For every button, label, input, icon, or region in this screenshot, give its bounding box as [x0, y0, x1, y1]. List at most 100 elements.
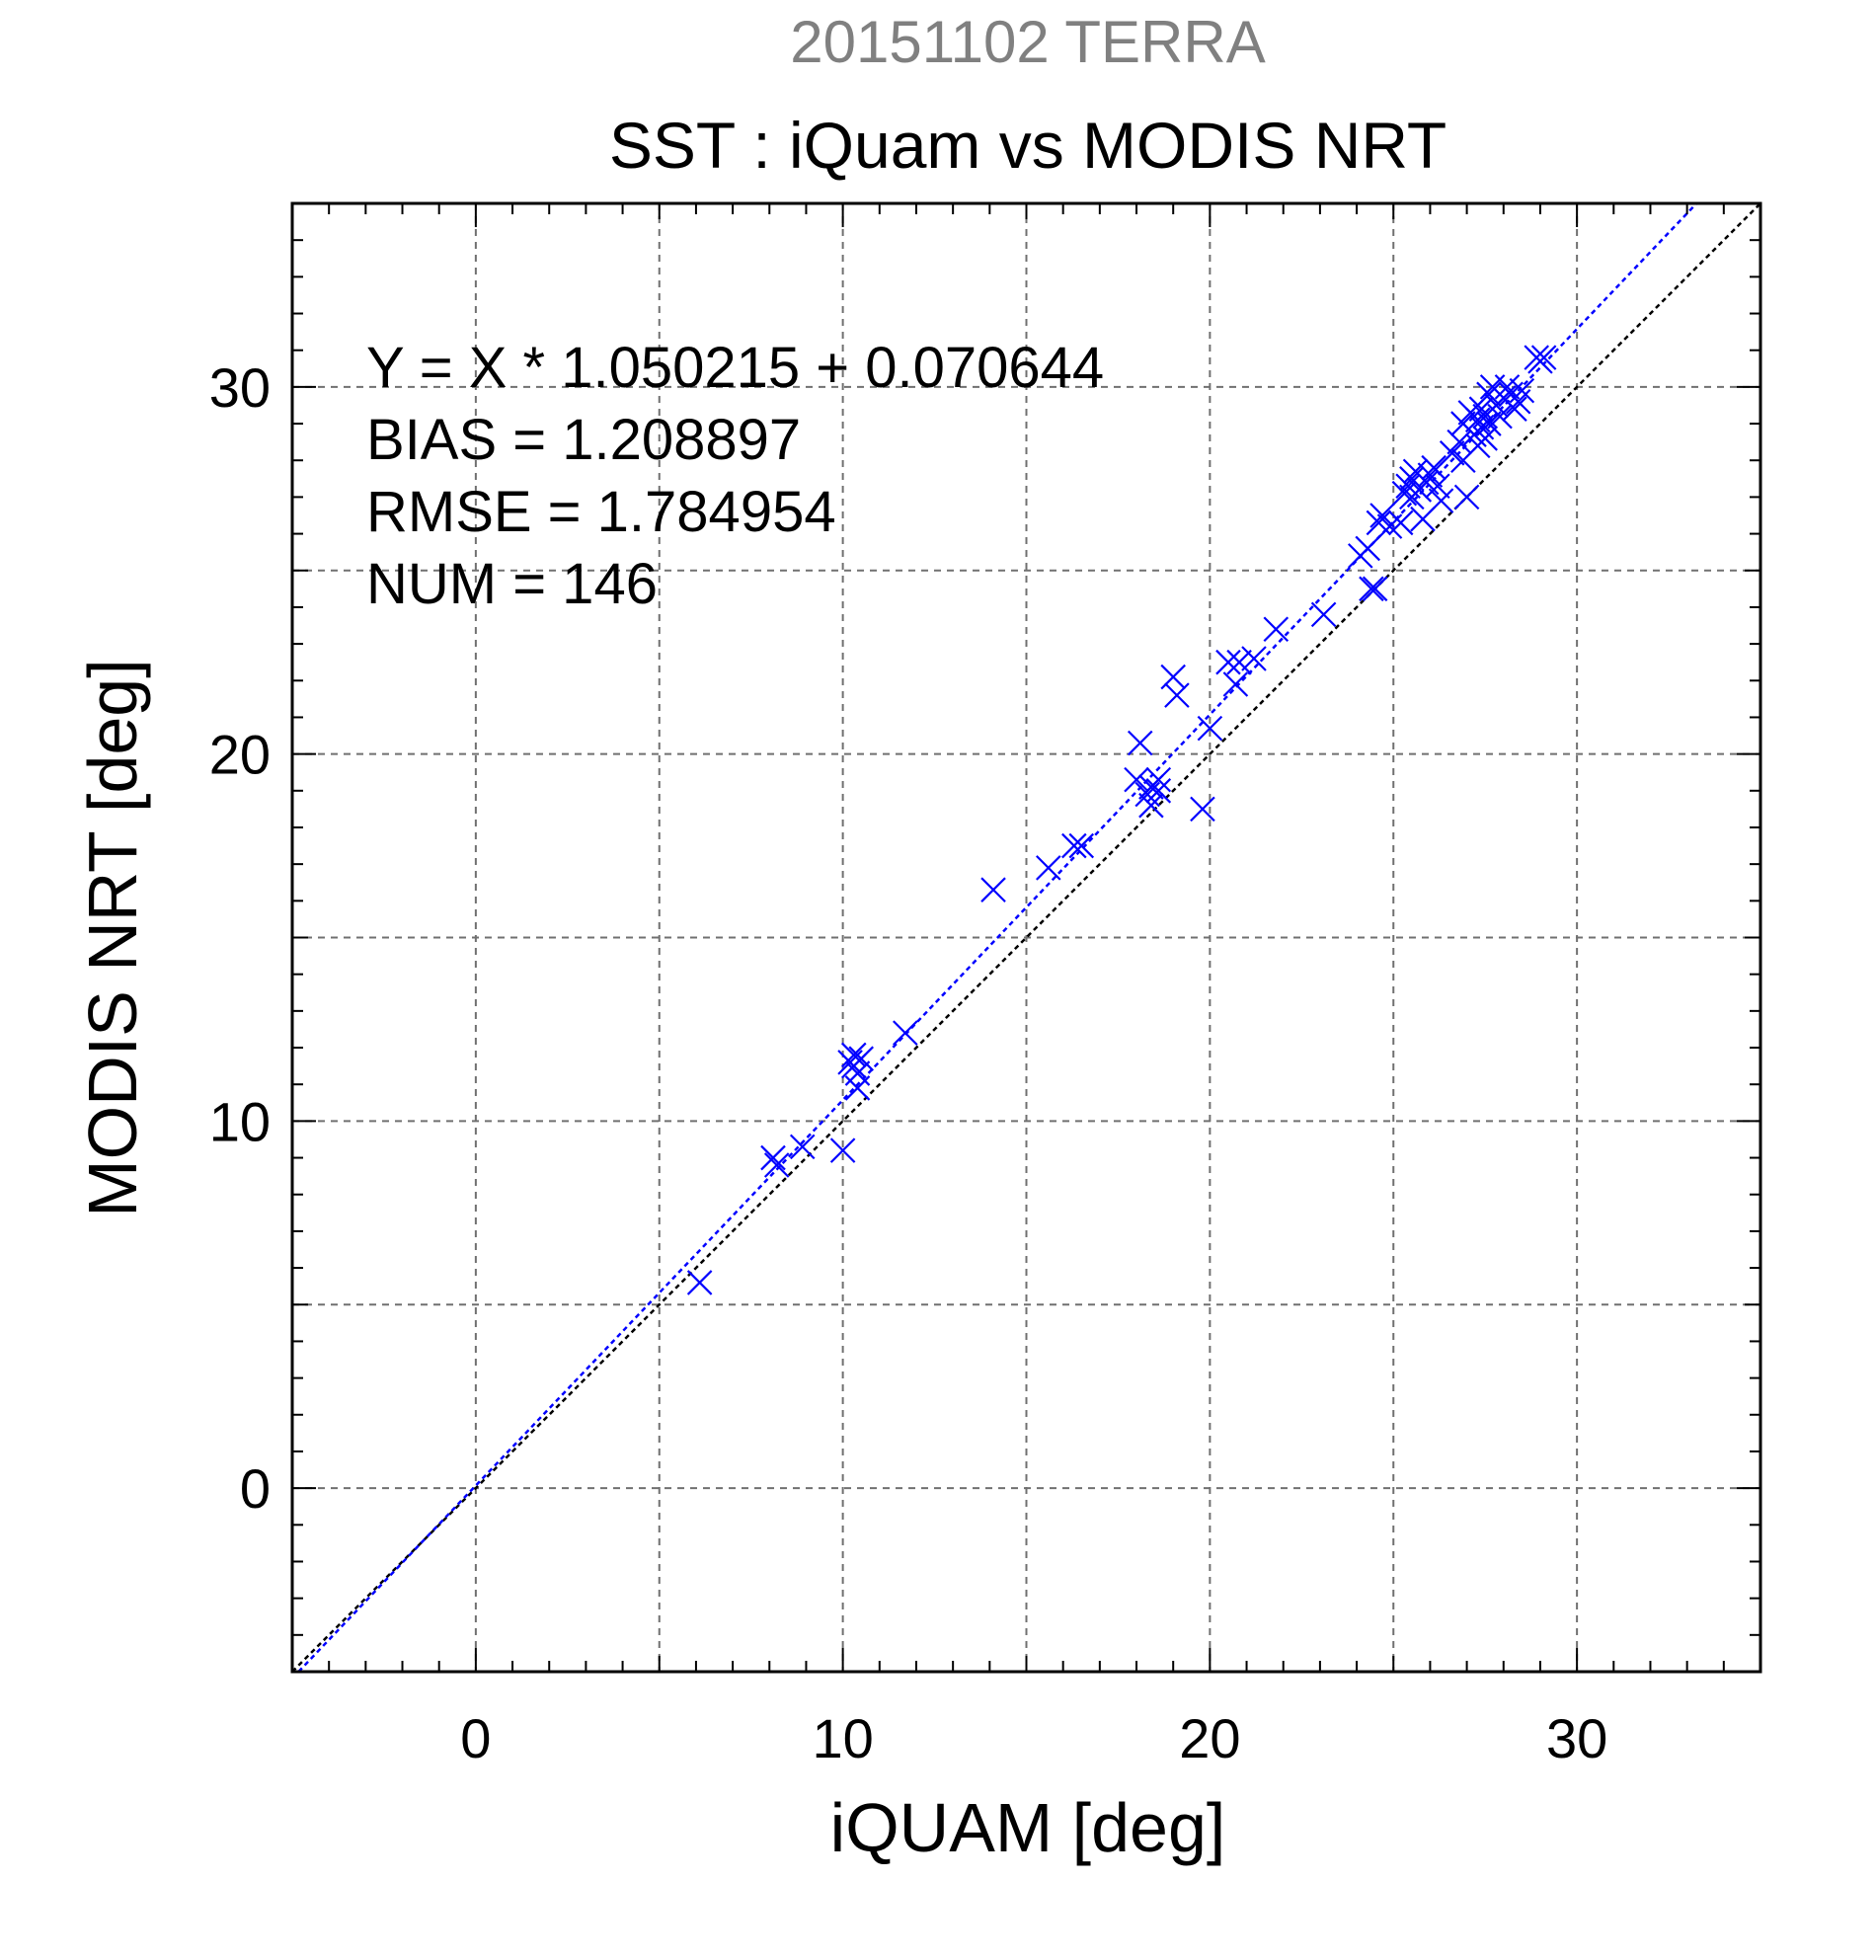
data-point [1068, 832, 1095, 859]
data-point-stroke [1355, 535, 1381, 562]
data-point-stroke [1164, 682, 1190, 708]
data-point-stroke [848, 1046, 874, 1071]
data-point [840, 1042, 867, 1068]
x-tick-label: 20 [1179, 1707, 1240, 1769]
data-point-stroke [1061, 832, 1087, 859]
reference-lines [291, 202, 1761, 1673]
annotation-line: NUM = 146 [366, 552, 658, 616]
data-point-stroke [1476, 411, 1502, 436]
data-point-stroke [1399, 466, 1425, 492]
data-point [1145, 766, 1172, 793]
x-tick-label: 0 [460, 1707, 491, 1769]
data-point-stroke [789, 1134, 816, 1160]
data-point-stroke [1263, 616, 1290, 643]
data-point [1138, 792, 1164, 819]
y-axis-label: MODIS NRT [deg] [74, 659, 151, 1216]
data-point [1145, 778, 1172, 804]
data-point [686, 1270, 713, 1295]
data-point [1476, 411, 1502, 436]
data-point-stroke [829, 1137, 856, 1163]
data-point-stroke [1190, 796, 1215, 823]
data-point [1124, 766, 1149, 793]
data-point-stroke [1241, 646, 1267, 671]
data-point [1222, 671, 1249, 697]
data-point-stroke [763, 1152, 790, 1178]
data-point-stroke [1487, 403, 1513, 430]
data-point [1428, 488, 1454, 513]
data-point-stroke [1387, 510, 1414, 536]
data-point-stroke [1127, 730, 1153, 756]
data-point [1215, 649, 1241, 675]
data-point-stroke [1222, 671, 1249, 697]
data-point [1036, 855, 1061, 881]
data-point [789, 1134, 816, 1160]
data-point [1190, 796, 1215, 823]
data-point [1241, 646, 1267, 671]
data-point-stroke [1145, 778, 1172, 804]
data-point-stroke [1395, 473, 1421, 500]
data-point [1472, 426, 1498, 451]
data-point [1476, 381, 1502, 408]
data-point [1530, 345, 1557, 370]
data-point [1369, 503, 1395, 528]
data-point-stroke [1366, 510, 1392, 536]
data-point-stroke [980, 877, 1006, 902]
data-point-stroke [1068, 832, 1095, 859]
data-point-stroke [1417, 462, 1444, 488]
data-point-stroke [1138, 792, 1164, 819]
data-point [1494, 374, 1521, 400]
data-point-stroke [1391, 480, 1418, 507]
data-point [844, 1075, 871, 1101]
data-point [848, 1046, 874, 1071]
data-point [844, 1060, 871, 1086]
data-point [1197, 715, 1223, 742]
data-point [1391, 480, 1418, 507]
data-point [1468, 396, 1495, 422]
data-point-stroke [1476, 381, 1502, 408]
data-point [1359, 576, 1384, 602]
data-point [1509, 377, 1535, 404]
stats-annotation: Y = X * 1.050215 + 0.070644 BIAS = 1.2088… [366, 336, 1104, 616]
data-point-stroke [1359, 576, 1384, 602]
data-point-stroke [1310, 601, 1337, 628]
data-point-stroke [1509, 377, 1535, 404]
chart-subtitle: 20151102 TERRA [790, 9, 1265, 75]
data-point [1502, 396, 1527, 422]
data-point-stroke [686, 1270, 713, 1295]
fit-line [297, 202, 1698, 1673]
data-point-stroke [1530, 345, 1557, 370]
data-point [1417, 462, 1444, 488]
data-point-stroke [1197, 715, 1223, 742]
data-point [1160, 664, 1186, 690]
data-point-stroke [1362, 576, 1388, 602]
data-point [1387, 510, 1414, 536]
data-point-stroke [1425, 473, 1450, 500]
y-tick-label: 30 [209, 356, 271, 419]
data-point-stroke [1468, 396, 1495, 422]
chart-title: SST : iQuam vs MODIS NRT [609, 109, 1446, 182]
data-point [829, 1137, 856, 1163]
data-point [1164, 682, 1190, 708]
data-point-stroke [844, 1075, 871, 1101]
data-point [760, 1144, 786, 1171]
data-point-stroke [1472, 426, 1498, 451]
data-point [1310, 601, 1337, 628]
data-point [1226, 649, 1252, 675]
data-point-stroke [1369, 503, 1395, 528]
data-point [1263, 616, 1290, 643]
data-point [980, 877, 1006, 902]
data-point [1362, 576, 1388, 602]
data-point [1453, 484, 1480, 510]
x-tick-label: 10 [812, 1707, 873, 1769]
y-tick-label: 10 [209, 1090, 271, 1152]
data-point-stroke [1124, 766, 1149, 793]
data-point [1425, 473, 1450, 500]
data-point-stroke [1036, 855, 1061, 881]
x-axis-label: iQUAM [deg] [830, 1789, 1226, 1866]
data-point-stroke [1439, 440, 1465, 466]
annotation-line: RMSE = 1.784954 [366, 480, 836, 544]
data-points [686, 345, 1557, 1295]
data-point-stroke [1413, 469, 1440, 496]
axis-ticks [291, 202, 1761, 1673]
